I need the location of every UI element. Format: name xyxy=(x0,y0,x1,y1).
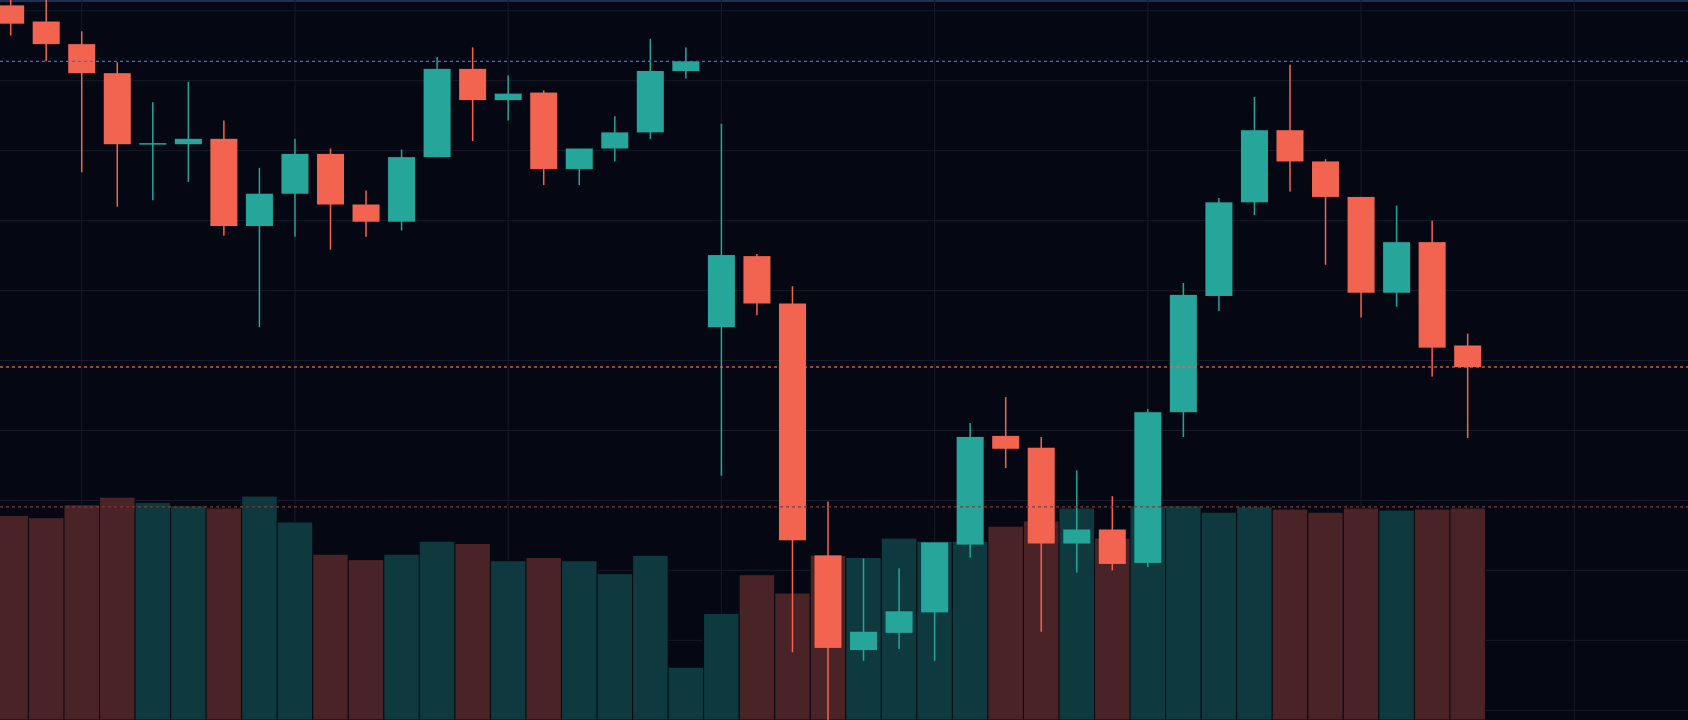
volume-bar xyxy=(525,556,562,720)
volume-bar xyxy=(170,505,207,720)
candle-body xyxy=(1418,242,1446,348)
candle-body xyxy=(459,68,487,101)
candle-body xyxy=(565,148,593,169)
volume-bar xyxy=(1271,508,1309,720)
volume-bar xyxy=(418,540,456,720)
candle-body xyxy=(388,157,416,222)
volume-bar xyxy=(596,573,634,720)
candle-body xyxy=(1134,412,1162,563)
volume-bar xyxy=(0,515,29,720)
candle-body xyxy=(1347,196,1375,293)
volume-bar xyxy=(63,504,101,720)
candle-body xyxy=(1063,529,1091,544)
candle-body xyxy=(494,93,522,101)
volume-bar xyxy=(632,554,669,720)
candle-body xyxy=(743,256,771,304)
candle-body xyxy=(1205,202,1233,296)
candle-body xyxy=(1098,529,1126,564)
candle-body xyxy=(707,255,735,328)
volume-bar xyxy=(667,666,705,720)
volume-bar xyxy=(454,542,491,720)
candle-body xyxy=(352,204,380,222)
candle-body xyxy=(1312,161,1340,197)
candle-body xyxy=(103,73,131,145)
volume-bar xyxy=(1378,509,1415,720)
candle-body xyxy=(68,44,96,74)
volume-bar xyxy=(489,560,527,720)
candle-body xyxy=(778,303,806,541)
volume-bar xyxy=(99,496,136,720)
candle-body xyxy=(316,153,344,205)
volume-bar xyxy=(1307,511,1344,720)
candle-body xyxy=(636,71,664,133)
candle-body xyxy=(423,68,451,158)
volume-bar xyxy=(312,553,349,720)
candle-body xyxy=(0,5,25,24)
candle-body xyxy=(32,21,60,45)
candle-body xyxy=(601,132,629,149)
volume-bar xyxy=(205,507,243,720)
candle-body xyxy=(174,138,202,145)
volume-bar xyxy=(1342,507,1380,720)
candle-body xyxy=(921,542,949,613)
volume-bar xyxy=(134,502,172,720)
volume-bar xyxy=(1165,505,1202,720)
candle-body xyxy=(245,193,273,227)
candle-body xyxy=(1276,130,1304,162)
volume-bar xyxy=(987,525,1024,720)
candle-body xyxy=(1383,242,1411,293)
candle-body xyxy=(281,153,309,194)
candle-body xyxy=(992,435,1020,449)
volume-bar xyxy=(703,612,740,720)
volume-bar xyxy=(276,521,314,720)
candle-body xyxy=(210,138,238,227)
volume-bar xyxy=(1449,507,1486,720)
candle-body xyxy=(956,436,984,545)
volume-bar xyxy=(1413,508,1451,720)
volume-bar xyxy=(1200,511,1238,720)
volume-bar xyxy=(241,495,278,720)
volume-bar xyxy=(738,574,776,720)
candle-body xyxy=(672,61,700,72)
candle-body xyxy=(1027,447,1055,544)
volume-bar xyxy=(383,553,420,720)
candle-body xyxy=(1240,130,1268,203)
candle-body xyxy=(530,92,558,169)
candle-body xyxy=(1169,294,1197,413)
volume-bar xyxy=(560,560,598,720)
candle-body xyxy=(1454,345,1482,367)
candle-body xyxy=(885,611,913,633)
volume-bar xyxy=(1236,506,1273,720)
candle-body xyxy=(814,555,842,648)
volume-bar xyxy=(951,540,989,720)
volume-bar xyxy=(27,517,65,720)
candle-body xyxy=(850,631,878,651)
volume-bar xyxy=(347,559,385,720)
candle-body xyxy=(139,143,167,145)
